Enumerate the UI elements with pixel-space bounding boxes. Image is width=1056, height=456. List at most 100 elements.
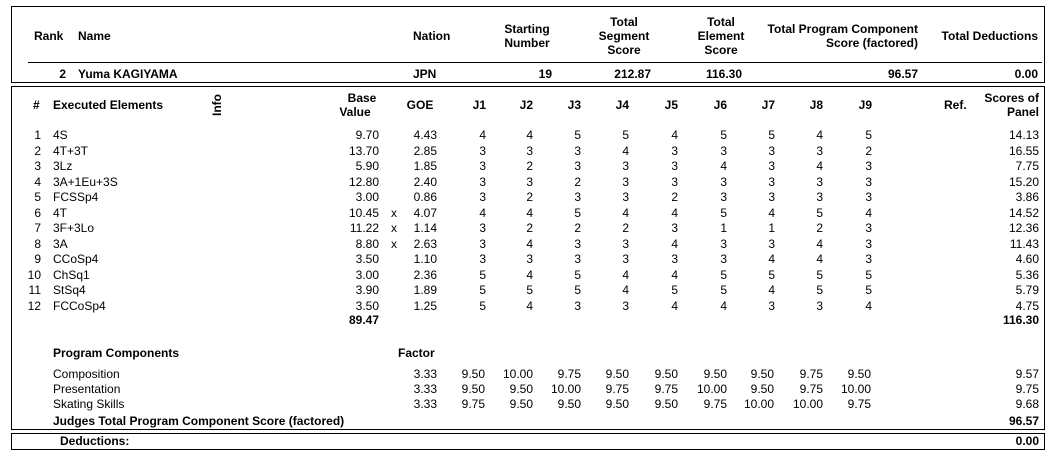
judges-total-pcs-label: Judges Total Program Component Score (fa… (53, 414, 345, 428)
element-judge-score: 4 (526, 128, 533, 142)
element-judge-score: 4 (479, 206, 486, 220)
element-judge-score: 2 (526, 159, 533, 173)
component-judge-score: 9.75 (654, 382, 678, 396)
skater-starting-number: 19 (538, 67, 552, 81)
element-judge-score: 4 (526, 206, 533, 220)
element-number: 5 (34, 190, 41, 204)
component-judge-score: 9.50 (605, 367, 629, 381)
element-goe: 1.89 (413, 283, 437, 297)
component-score: 9.57 (1015, 367, 1039, 381)
element-judge-score: 3 (574, 237, 581, 251)
info-header: Info (210, 94, 224, 116)
element-base-value: 8.80 (355, 237, 379, 251)
element-judge-score: 3 (526, 144, 533, 158)
element-panel-score: 4.75 (1015, 299, 1039, 313)
element-name: 3A+1Eu+3S (53, 175, 118, 189)
element-judge-score: 3 (720, 190, 727, 204)
skater-name: Yuma KAGIYAMA (78, 67, 178, 81)
element-judge-score: 2 (816, 221, 823, 235)
element-judge-score: 5 (720, 128, 727, 142)
element-judge-score: 5 (479, 283, 486, 297)
component-judge-score: 9.50 (750, 367, 774, 381)
element-goe: 4.43 (413, 128, 437, 142)
element-bonus-mark: x (391, 237, 397, 251)
element-judge-score: 5 (720, 268, 727, 282)
element-judge-score: 5 (720, 283, 727, 297)
judge-header: J8 (809, 98, 823, 112)
tss-label-1: Total (610, 15, 638, 29)
element-panel-score: 3.86 (1015, 190, 1039, 204)
element-judge-score: 5 (479, 268, 486, 282)
element-judge-score: 5 (622, 128, 629, 142)
element-panel-score: 14.13 (1008, 128, 1039, 142)
component-factor: 3.33 (413, 367, 437, 381)
element-number: 10 (27, 268, 41, 282)
element-number: 3 (34, 159, 41, 173)
element-number: 1 (34, 128, 41, 142)
element-judge-score: 3 (671, 175, 678, 189)
element-goe: 1.25 (413, 299, 437, 313)
executed-elements-header: Executed Elements (53, 98, 164, 112)
element-judge-score: 3 (816, 144, 823, 158)
element-judge-score: 1 (768, 221, 775, 235)
element-judge-score: 3 (720, 144, 727, 158)
element-judge-score: 3 (671, 159, 678, 173)
element-judge-score: 5 (865, 283, 872, 297)
element-judge-score: 3 (479, 237, 486, 251)
element-judge-score: 3 (622, 237, 629, 251)
element-judge-score: 5 (816, 268, 823, 282)
component-judge-score: 9.50 (509, 382, 533, 396)
base-value-header-1: Base (347, 91, 377, 105)
element-name: FCCoSp4 (53, 299, 106, 313)
component-judge-score: 9.75 (799, 367, 823, 381)
element-judge-score: 4 (526, 268, 533, 282)
tes-label-2: Element (697, 29, 745, 43)
component-score: 9.68 (1015, 397, 1039, 411)
component-judge-score: 10.00 (550, 382, 581, 396)
element-judge-score: 2 (574, 221, 581, 235)
component-judge-score: 9.50 (750, 382, 774, 396)
tpcs-label-1: Total Program Component (767, 22, 918, 36)
header-divider (28, 62, 1042, 63)
element-goe: 1.10 (413, 252, 437, 266)
element-base-value: 3.00 (355, 190, 379, 204)
base-value-total: 89.47 (348, 313, 379, 327)
element-judge-score: 3 (865, 237, 872, 251)
element-judge-score: 4 (526, 237, 533, 251)
elements-num-header: # (33, 98, 40, 112)
element-goe: 2.40 (413, 175, 437, 189)
element-judge-score: 3 (671, 144, 678, 158)
component-judge-score: 10.00 (840, 382, 871, 396)
rank-label: Rank (34, 29, 64, 43)
element-judge-score: 3 (768, 159, 775, 173)
element-judge-score: 3 (479, 252, 486, 266)
element-judge-score: 4 (720, 159, 727, 173)
element-judge-score: 3 (768, 175, 775, 189)
scores-of-panel-header-1: Scores of (984, 91, 1039, 105)
element-name: 3F+3Lo (53, 221, 95, 235)
element-panel-score: 15.20 (1008, 175, 1039, 189)
component-factor: 3.33 (413, 382, 437, 396)
element-judge-score: 5 (768, 268, 775, 282)
element-judge-score: 4 (865, 206, 872, 220)
element-base-value: 12.80 (348, 175, 379, 189)
element-panel-score: 14.52 (1008, 206, 1039, 220)
element-judge-score: 5 (574, 268, 581, 282)
element-goe: 1.14 (413, 221, 437, 235)
component-judge-score: 9.75 (847, 397, 871, 411)
element-judge-score: 5 (720, 206, 727, 220)
element-judge-score: 3 (720, 252, 727, 266)
element-base-value: 3.00 (355, 268, 379, 282)
element-judge-score: 5 (816, 206, 823, 220)
element-judge-score: 3 (479, 159, 486, 173)
total-deductions-label: Total Deductions (941, 29, 1038, 43)
element-judge-score: 4 (622, 268, 629, 282)
judge-header: J3 (567, 98, 581, 112)
element-judge-score: 3 (479, 221, 486, 235)
component-judge-score: 9.50 (654, 397, 678, 411)
element-base-value: 9.70 (355, 128, 379, 142)
deductions-box (11, 433, 1045, 450)
judge-header: J5 (664, 98, 678, 112)
element-judge-score: 2 (526, 190, 533, 204)
element-number: 7 (34, 221, 41, 235)
